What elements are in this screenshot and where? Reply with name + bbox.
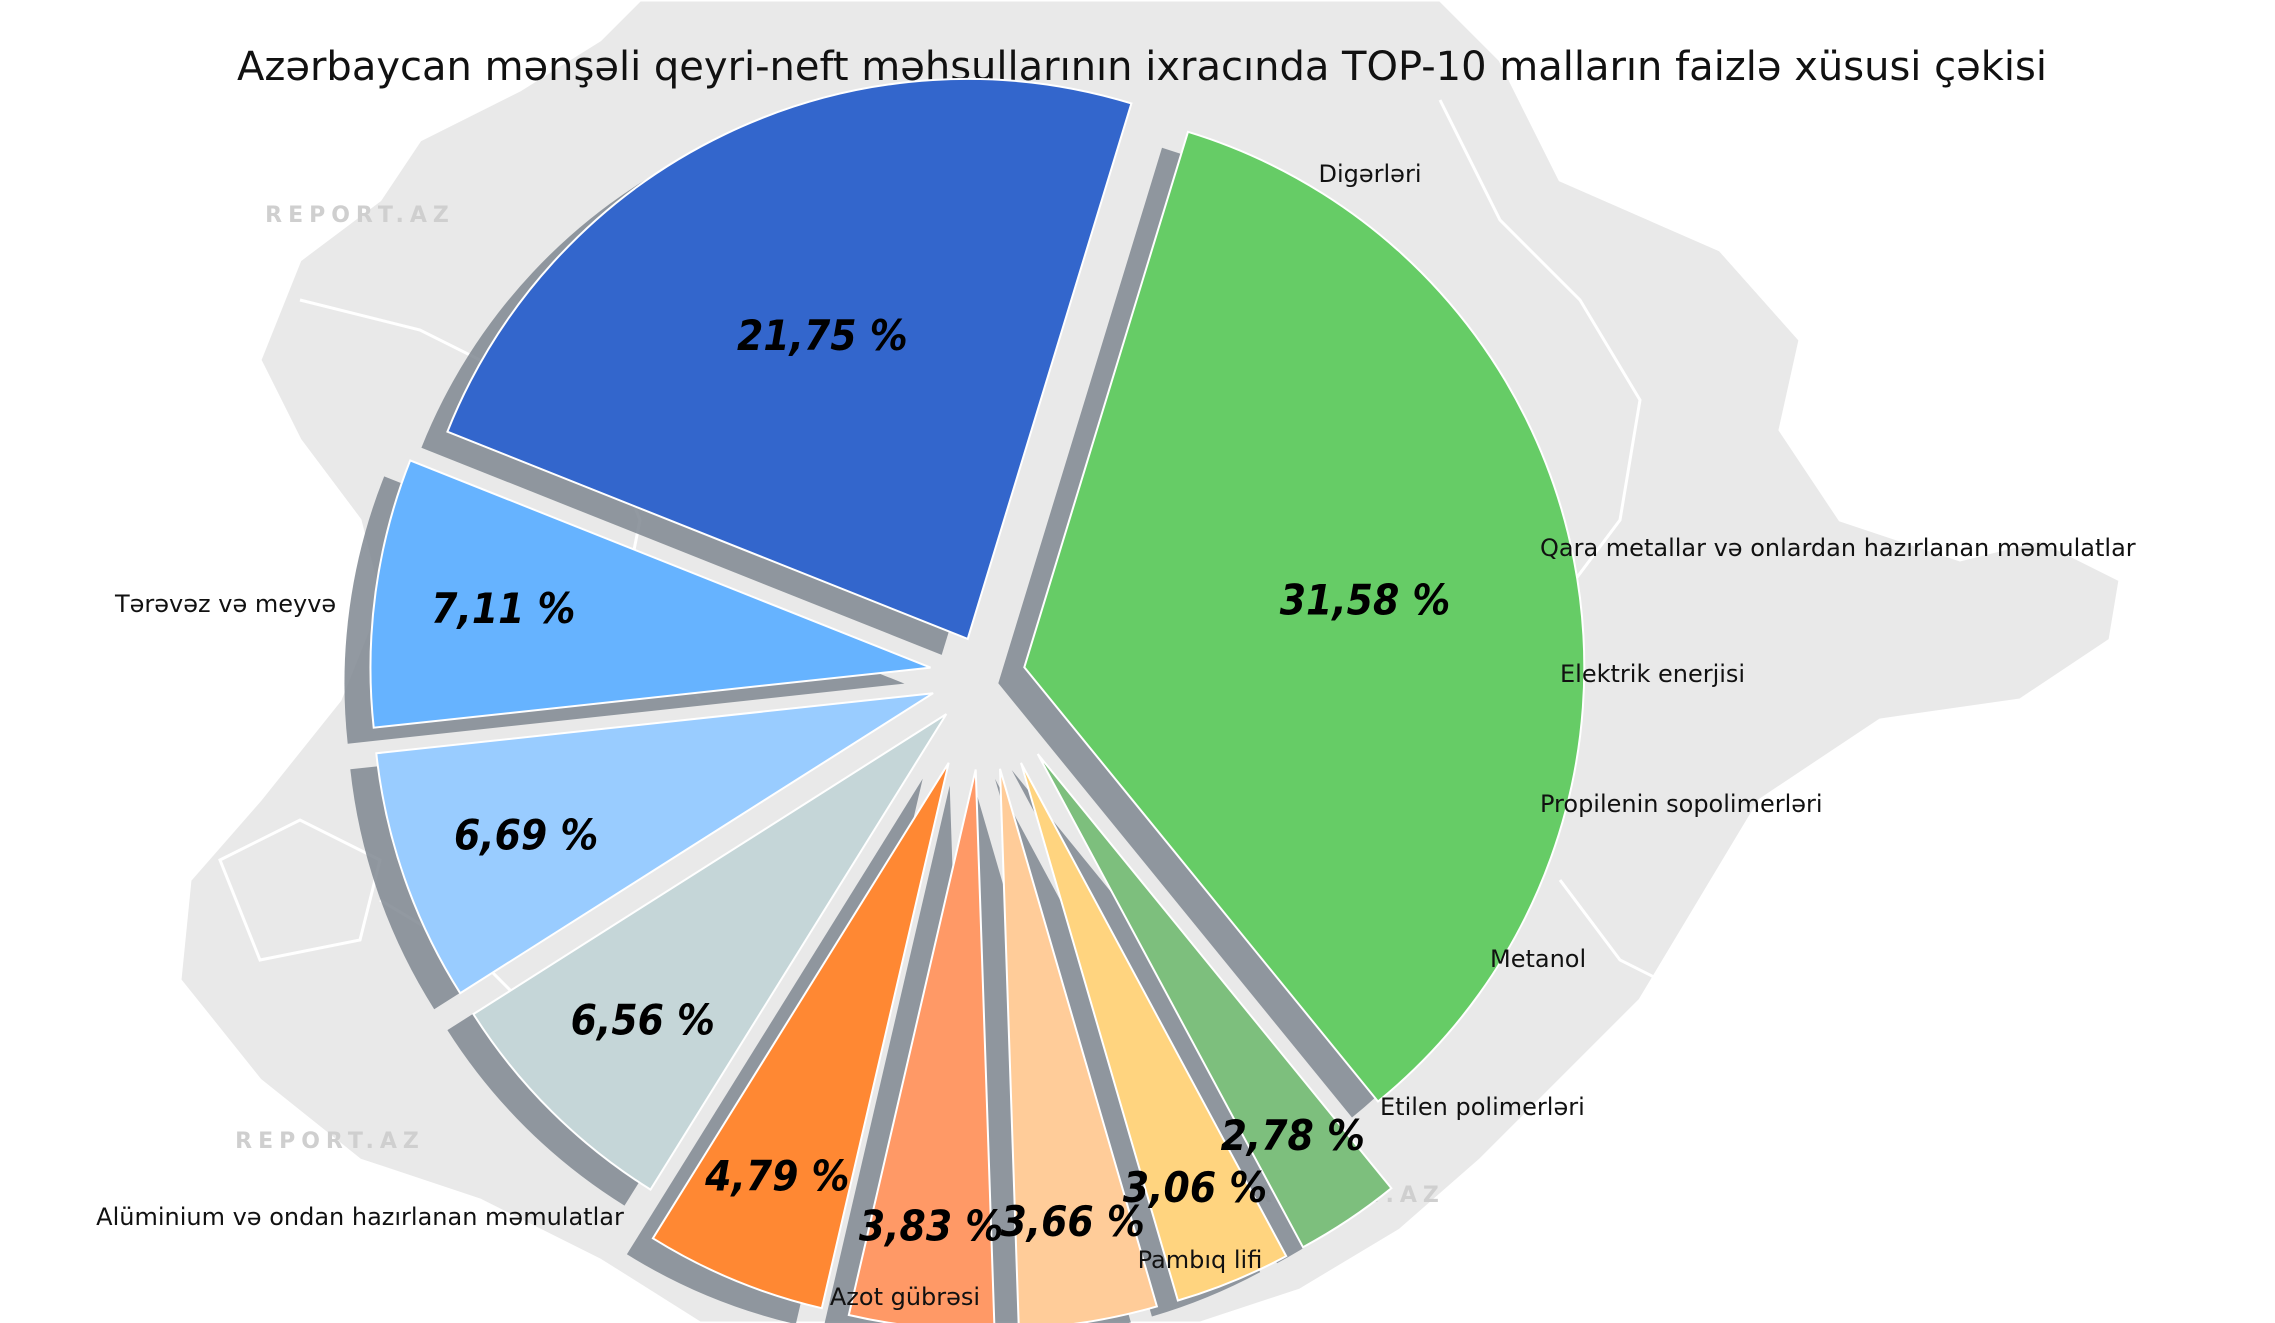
value-label-dig-rl-ri: 31,58 %: [1280, 576, 1451, 625]
pie-chart: 31,58 % 2,78 %3,06 %3,66 %3,83 %4,79 % 6,5…: [96, 77, 2136, 1323]
category-label-t-r-v-z-v-meyv: Tərəvəz və meyvə: [114, 590, 336, 618]
category-label-metanol: Metanol: [1490, 945, 1586, 973]
slice-alu-minium-v-ondan-haz-rlanan-m-mulatlar: [369, 459, 931, 729]
category-label-qara-metallar-v-onlardan-haz-rlanan-m-mulatlar: Qara metallar və onlardan hazırlanan məm…: [1540, 534, 2136, 562]
category-label-pamb-q-lifi: Pambıq lifi: [1138, 1246, 1263, 1274]
slice-azot-gu-br-si: [375, 692, 934, 995]
value-label-t-r-v-z-v-meyv: 21,75 %: [737, 311, 908, 360]
slice-t-r-v-z-v-meyv: [446, 77, 1133, 641]
value-label-etilen-polimerl-ri: 4,79 %: [704, 1152, 849, 1201]
value-label-elektrik-enerjisi: 3,06 %: [1123, 1163, 1267, 1212]
watermark-2: REPORT.AZ: [235, 1129, 425, 1154]
slice-metanol: [847, 769, 996, 1323]
category-label-elektrik-enerjisi: Elektrik enerjisi: [1560, 660, 1745, 688]
slice-qara-metallar-v-onlardan-haz-rlanan-m-mulatlar: [1036, 753, 1393, 1249]
slice-pamb-q-lifi: [472, 713, 948, 1191]
value-label-alu-minium-v-ondan-haz-rlanan-m-mulatlar: 7,11 %: [431, 584, 575, 633]
category-label-azot-gu-br-si: Azot gübrəsi: [830, 1283, 980, 1311]
watermark-0: REPORT.AZ: [265, 203, 455, 228]
slice-etilen-polimerl-ri: [651, 762, 950, 1310]
value-labels: 31,58 % 2,78 %3,06 %3,66 %3,83 %4,79 % 6,5…: [431, 311, 1450, 1251]
category-label-propilenin-sopolimerl-ri: Propilenin sopolimerləri: [1540, 790, 1823, 818]
value-label-azot-gu-br-si: 6,69 %: [454, 811, 598, 860]
value-label-qara-metallar-v-onlardan-haz-rlanan-m-mulatlar: 2,78 %: [1221, 1111, 1365, 1160]
category-label-alu-minium-v-ondan-haz-rlanan-m-mulatlar: Alüminium və ondan hazırlanan məmulatlar: [96, 1203, 624, 1231]
category-labels: Digərləri Qara metallar və onlardan hazır…: [96, 160, 2136, 1311]
slice-elektrik-enerjisi: [1020, 762, 1288, 1302]
chart-title: Azərbaycan mənşəli qeyri-neft məhsulları…: [237, 44, 2047, 90]
slice-dig-rl-ri: [1023, 130, 1586, 1103]
category-label-dig-rl-ri: Digərləri: [1319, 160, 1422, 188]
slice-propilenin-sopolimerl-ri: [999, 768, 1159, 1323]
slices: [369, 77, 1586, 1323]
value-label-pamb-q-lifi: 6,56 %: [571, 995, 715, 1044]
value-label-metanol: 3,83 %: [859, 1202, 1003, 1251]
value-label-propilenin-sopolimerl-ri: 3,66 %: [1000, 1197, 1144, 1246]
category-label-etilen-polimerl-ri: Etilen polimerləri: [1380, 1093, 1585, 1121]
